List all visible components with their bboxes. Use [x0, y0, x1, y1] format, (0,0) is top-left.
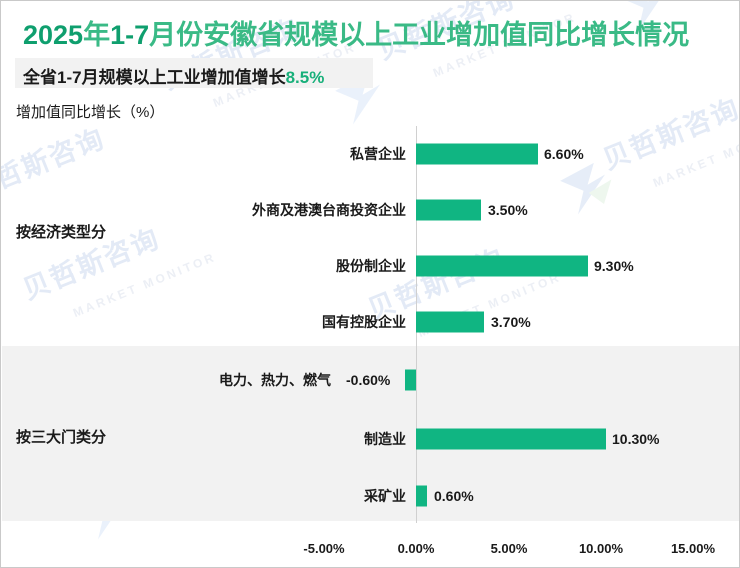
row-category-label: 制造业 — [364, 431, 406, 447]
row-category-label: 电力、热力、燃气 — [219, 372, 331, 388]
subtitle-text: 全省1-7月规模以上工业增加值增长 — [23, 68, 286, 87]
page-title: 2025年1-7月份安徽省规模以上工业增加值同比增长情况 — [23, 13, 689, 52]
chart-row: 电力、热力、燃气 -0.60% — [1, 352, 739, 408]
bar-value-label: -0.60% — [346, 372, 391, 388]
bar-value-label: 0.60% — [434, 488, 474, 504]
chart-bar — [416, 255, 588, 277]
row-category-label: 采矿业 — [364, 488, 406, 504]
bar-value-label: 10.30% — [612, 431, 660, 447]
row-category-label: 国有控股企业 — [322, 314, 406, 330]
group-label-sector: 按三大门类分 — [16, 429, 107, 446]
chart-plot-area: 按经济类型分 按三大门类分 私营企业 6.60% 外商及港澳台商投资企业 3.5… — [1, 126, 739, 567]
chart-bar — [416, 485, 427, 507]
bar-value-label: 3.50% — [488, 202, 528, 218]
row-category-label: 私营企业 — [350, 146, 406, 162]
chart-row: 外商及港澳台商投资企业 3.50% — [1, 182, 739, 238]
chart-row: 制造业 10.30% — [1, 411, 739, 467]
title-year: 2025 — [23, 20, 84, 50]
group-label-economic: 按经济类型分 — [16, 224, 107, 241]
chart-row: 私营企业 6.60% — [1, 126, 739, 182]
chart-row: 采矿业 0.60% — [1, 468, 739, 524]
title-months: 1-7 — [110, 20, 150, 50]
bar-value-label: 3.70% — [491, 314, 531, 330]
chart-bar — [416, 311, 484, 333]
x-tick-label: 0.00% — [397, 541, 435, 556]
chart-row: 股份制企业 9.30% — [1, 238, 739, 294]
row-category-label: 股份制企业 — [336, 258, 406, 274]
chart-row: 国有控股企业 3.70% — [1, 294, 739, 350]
subtitle: 全省1-7月规模以上工业增加值增长8.5% — [23, 63, 324, 88]
row-category-label: 外商及港澳台商投资企业 — [252, 202, 406, 218]
axis-title: 增加值同比增长（%） — [16, 104, 165, 121]
subtitle-value: 8.5% — [285, 68, 325, 87]
chart-bar — [416, 143, 538, 165]
chart-bar — [405, 369, 416, 391]
x-tick-label: 15.00% — [670, 541, 716, 556]
title-cn-1: 年 — [83, 20, 111, 50]
x-tick-label: -5.00% — [303, 541, 345, 556]
bar-value-label: 9.30% — [594, 258, 634, 274]
bar-value-label: 6.60% — [544, 146, 584, 162]
x-tick-label: 10.00% — [578, 541, 624, 556]
x-tick-label: 5.00% — [490, 541, 528, 556]
chart-bar — [416, 428, 606, 450]
title-cn-2: 月份安徽省规模以上工业增加值同比增长情况 — [149, 20, 690, 50]
subtitle-band — [15, 58, 373, 88]
chart-bar — [416, 199, 481, 221]
